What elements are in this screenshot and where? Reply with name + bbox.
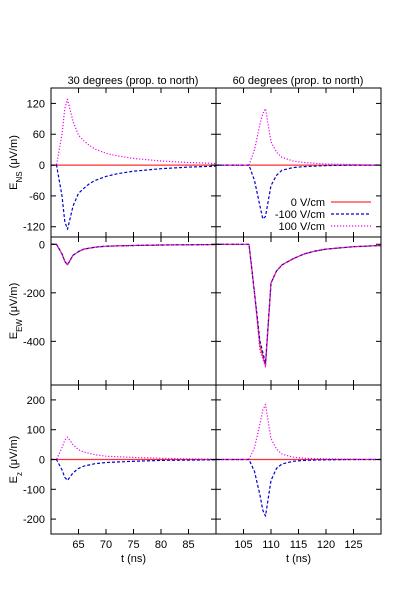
y-axis-title-sub: EW [15,319,24,332]
series-minus100Vcm-r2-c1 [216,458,381,517]
y-axis-title-unit: (μV/m) [8,283,20,319]
x-tick-label: 80 [155,539,167,551]
x-tick-label: 125 [344,539,362,551]
y-axis-title-sub: NS [15,171,24,182]
panel-grid: -120 -60 0 60 120 -400 -200 0 -200 -100 0 100 200 65 7… [8,87,382,565]
series-100Vcm-r1-c1 [216,243,382,368]
series-100Vcm-r2-c1 [216,403,382,461]
column-titles: 30 degrees (prop. to north) 60 degrees (… [68,75,364,87]
y-axis-title-row1: EEW (μV/m) [8,283,24,340]
y-axis-title-base: E [8,183,20,190]
series-minus100Vcm-r1-c1 [216,243,382,364]
legend-label: -100 V/cm [275,209,325,221]
x-tick-label: 120 [317,539,335,551]
panel-frame-r1-c1 [215,236,382,386]
x-axis-title-col1: t (ns) [286,553,311,565]
x-axis-title-col0: t (ns) [121,553,146,565]
y-tick-label: 0 [39,455,45,467]
series-100Vcm-r0-c0 [51,98,217,166]
panel-r2-c1: 105 110 115 120 125 [215,384,382,551]
x-tick-label: 105 [234,539,252,551]
y-tick-label: -120 [23,222,45,234]
y-tick-label: -200 [23,288,45,300]
legend-label: 0 V/cm [291,197,325,209]
y-axis-title-unit: (μV/m) [8,135,20,171]
y-tick-label: 200 [27,395,45,407]
panel-r1-c0: -400 -200 0 [23,236,217,386]
series-100Vcm-r1-c0 [51,243,217,266]
x-tick-label: 70 [100,539,112,551]
x-tick-label: 110 [262,539,280,551]
y-tick-label: -60 [29,191,45,203]
series-100Vcm-r2-c0 [51,436,217,461]
y-axis-title-row2: Ez (μV/m) [8,436,24,484]
y-tick-label: -400 [23,336,45,348]
series-0Vcm-r1-c1 [216,243,382,367]
y-tick-label: 60 [33,129,45,141]
series-0Vcm-r1-c0 [51,243,217,266]
y-tick-label: -100 [23,484,45,496]
x-tick-label: 75 [127,539,139,551]
panel-frame-r0-c0 [50,87,217,238]
y-tick-label: 0 [39,239,45,251]
y-axis-title-row0: ENS (μV/m) [8,135,24,190]
panel-r2-c0: -200 -100 0 100 200 65 70 75 80 85 [23,384,217,551]
y-tick-label: 100 [27,425,45,437]
series-minus100Vcm-r1-c0 [51,243,217,266]
series-minus100Vcm-r0-c0 [51,164,217,230]
y-tick-label: 0 [39,160,45,172]
column-title-60-degrees: 60 degrees (prop. to north) [233,75,364,87]
y-axis-title-base: E [8,332,20,339]
x-tick-label: 65 [72,539,84,551]
series-100Vcm-r0-c1 [216,107,382,166]
x-tick-label: 115 [290,539,308,551]
y-axis-title-sub: z [15,472,24,476]
legend-label: 100 V/cm [279,221,325,233]
y-axis-title-unit: (μV/m) [8,436,20,472]
y-axis-title-base: E [8,476,20,483]
x-tick-label: 85 [182,539,194,551]
y-tick-label: -200 [23,514,45,526]
series-minus100Vcm-r2-c0 [51,458,217,481]
y-tick-label: 120 [27,98,45,110]
panel-r0-c0: -120 -60 0 60 120 [23,87,217,238]
panel-r1-c1 [215,236,382,386]
panel-frame-r1-c0 [50,236,217,386]
column-title-30-degrees: 30 degrees (prop. to north) [68,75,199,87]
